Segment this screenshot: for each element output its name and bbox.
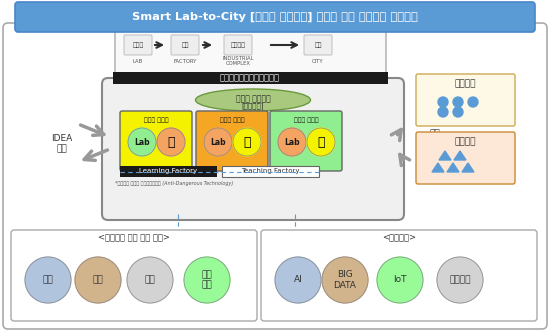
Text: 스마트 팩토리: 스마트 팩토리	[219, 117, 244, 123]
Text: 스마트 팩토리: 스마트 팩토리	[294, 117, 318, 123]
Text: 산업: 산업	[92, 276, 103, 285]
Text: Lab: Lab	[210, 137, 226, 146]
Text: Smart Lab-to-City [스마트 랩투시티] 정책을 통한 산업단지 르네상스: Smart Lab-to-City [스마트 랩투시티] 정책을 통한 산업단지…	[132, 12, 418, 22]
Text: 연계기관: 연계기관	[454, 137, 476, 146]
Circle shape	[438, 97, 448, 107]
Text: 실험실: 실험실	[133, 42, 144, 48]
FancyBboxPatch shape	[11, 230, 257, 321]
Circle shape	[438, 107, 448, 117]
Circle shape	[127, 257, 173, 303]
Text: *산업단지 스마트 안전기술단지화 (Anti-Dangerous Technology): *산업단지 스마트 안전기술단지화 (Anti-Dangerous Techno…	[115, 181, 233, 186]
Text: 도시: 도시	[145, 276, 155, 285]
Text: 도시: 도시	[314, 42, 322, 48]
Text: 연계기업: 연계기업	[454, 79, 476, 89]
Circle shape	[278, 128, 306, 156]
Circle shape	[233, 128, 261, 156]
Polygon shape	[462, 163, 474, 172]
Circle shape	[377, 257, 423, 303]
Text: LAB: LAB	[133, 58, 143, 63]
Text: Lab: Lab	[134, 137, 150, 146]
FancyBboxPatch shape	[15, 2, 535, 32]
Text: 💡: 💡	[243, 135, 251, 148]
FancyBboxPatch shape	[416, 132, 515, 184]
Circle shape	[453, 97, 463, 107]
FancyBboxPatch shape	[115, 28, 386, 78]
Text: BIG
DATA: BIG DATA	[333, 270, 356, 290]
Circle shape	[184, 257, 230, 303]
FancyBboxPatch shape	[171, 35, 199, 55]
Text: Lab: Lab	[284, 137, 300, 146]
Text: 스마트시티통합관리플랫폼: 스마트시티통합관리플랫폼	[220, 73, 280, 82]
FancyBboxPatch shape	[124, 35, 152, 55]
FancyBboxPatch shape	[261, 230, 537, 321]
FancyBboxPatch shape	[113, 72, 388, 84]
Text: 💡: 💡	[167, 135, 175, 148]
Circle shape	[204, 128, 232, 156]
FancyBboxPatch shape	[102, 78, 404, 220]
Text: 산업단지: 산업단지	[230, 42, 245, 48]
Text: 공간
정보: 공간 정보	[202, 270, 212, 290]
Circle shape	[128, 128, 156, 156]
Text: IDEA
제공: IDEA 제공	[51, 134, 73, 154]
Polygon shape	[439, 151, 451, 160]
Circle shape	[275, 257, 321, 303]
Text: 💡: 💡	[317, 135, 324, 148]
Polygon shape	[447, 163, 459, 172]
Text: FACTORY: FACTORY	[173, 58, 197, 63]
FancyBboxPatch shape	[416, 74, 515, 126]
FancyBboxPatch shape	[222, 166, 319, 177]
Polygon shape	[432, 163, 444, 172]
Circle shape	[322, 257, 368, 303]
Text: <공간기반 지역 정보 수집>: <공간기반 지역 정보 수집>	[98, 233, 170, 242]
Text: 스마트 산업단지: 스마트 산업단지	[235, 95, 271, 104]
Text: 기업: 기업	[43, 276, 53, 285]
FancyBboxPatch shape	[270, 111, 342, 171]
Circle shape	[75, 257, 121, 303]
Text: Learning Factory: Learning Factory	[139, 168, 197, 174]
Circle shape	[25, 257, 71, 303]
Text: 공장: 공장	[182, 42, 189, 48]
Text: 핵심
기술
제공: 핵심 기술 제공	[430, 129, 441, 159]
FancyBboxPatch shape	[120, 166, 217, 177]
FancyBboxPatch shape	[120, 111, 192, 171]
Polygon shape	[454, 151, 466, 160]
Text: 클라우드: 클라우드	[449, 276, 471, 285]
Circle shape	[453, 107, 463, 117]
Text: AI: AI	[294, 276, 302, 285]
FancyBboxPatch shape	[304, 35, 332, 55]
Text: 스마트 팩토리: 스마트 팩토리	[144, 117, 168, 123]
Circle shape	[307, 128, 335, 156]
Circle shape	[468, 97, 478, 107]
Ellipse shape	[195, 89, 311, 111]
Text: <공통기술>: <공통기술>	[382, 233, 416, 242]
FancyBboxPatch shape	[224, 35, 252, 55]
Circle shape	[157, 128, 185, 156]
FancyBboxPatch shape	[196, 111, 268, 171]
FancyBboxPatch shape	[3, 23, 547, 329]
Text: CITY: CITY	[312, 58, 324, 63]
Text: [단단터단]: [단단터단]	[242, 103, 264, 109]
Text: IoT: IoT	[393, 276, 407, 285]
Circle shape	[437, 257, 483, 303]
Text: INDUSTRIAL
COMPLEX: INDUSTRIAL COMPLEX	[222, 55, 254, 66]
Text: Teaching Factory: Teaching Factory	[241, 168, 299, 174]
